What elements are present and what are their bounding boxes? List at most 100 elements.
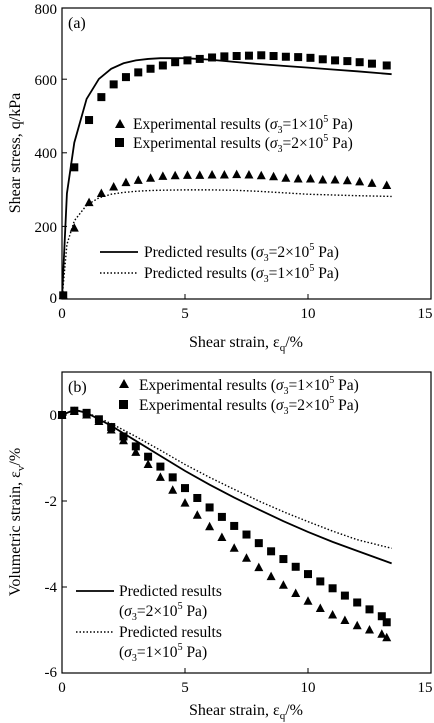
y-ticks-a: 0 200 400 600 800 xyxy=(35,2,67,307)
data-point-triangle xyxy=(340,615,350,625)
data-point-triangle xyxy=(146,173,156,182)
data-point-square xyxy=(97,93,106,102)
data-point-triangle xyxy=(278,580,288,589)
panel-label-b: (b) xyxy=(68,379,87,396)
data-point-triangle xyxy=(232,169,242,179)
data-point-triangle xyxy=(242,553,251,562)
plot-area-a xyxy=(61,7,432,300)
data-point-square xyxy=(267,547,276,556)
data-marks-a xyxy=(58,51,392,300)
data-point-triangle xyxy=(342,175,352,185)
data-point-triangle xyxy=(293,173,303,183)
data-point-square xyxy=(85,116,94,125)
x-axis-label-b: Shear strain, εq/% xyxy=(189,702,303,722)
data-point-square xyxy=(131,442,140,451)
legend-label: Predicted results xyxy=(119,583,222,600)
data-point-triangle xyxy=(281,173,291,182)
data-marks-b xyxy=(57,406,392,642)
data-point-square xyxy=(244,51,253,60)
data-point-square xyxy=(156,462,165,471)
y-tick-label: -4 xyxy=(45,580,58,596)
data-point-square xyxy=(107,423,116,432)
data-point-triangle xyxy=(155,472,165,481)
panel-label-a: (a) xyxy=(68,15,86,32)
data-point-square xyxy=(328,584,337,593)
data-point-square xyxy=(355,58,364,67)
legend-label: Experimental results (σ3=1×105 Pa) xyxy=(133,114,353,136)
legend-label: (σ3=2×105 Pa) xyxy=(119,601,207,623)
panel-a: (a) 0 200 400 600 800 0 5 10 15 Shear st… xyxy=(7,2,433,354)
x-tick-label: 15 xyxy=(418,306,433,322)
data-point-triangle xyxy=(180,498,190,507)
y-tick-label: -6 xyxy=(45,665,58,681)
data-point-square xyxy=(193,493,202,502)
x-ticks-b: 0 5 10 15 xyxy=(58,668,433,696)
data-point-triangle xyxy=(84,197,94,207)
data-point-square xyxy=(220,52,229,61)
data-point-triangle xyxy=(96,188,106,198)
y-tick-label: -2 xyxy=(45,494,58,510)
data-point-square xyxy=(316,577,325,586)
x-tick-label: 10 xyxy=(301,680,316,696)
data-point-square xyxy=(365,605,374,614)
data-point-triangle xyxy=(355,176,365,186)
data-point-square xyxy=(254,539,263,548)
data-point-triangle xyxy=(291,588,301,597)
data-point-square xyxy=(291,562,300,571)
data-point-triangle xyxy=(158,171,168,180)
legend-label: Experimental results (σ3=1×105 Pa) xyxy=(139,375,359,397)
data-point-square xyxy=(168,473,177,482)
data-point-square xyxy=(171,58,180,67)
data-point-triangle xyxy=(254,562,264,572)
data-point-square xyxy=(382,618,391,627)
legend-marker-square xyxy=(115,138,124,147)
y-tick-label: 400 xyxy=(35,146,58,162)
data-point-triangle xyxy=(377,629,387,638)
data-point-triangle xyxy=(303,596,313,605)
legend-label: Predicted results (σ3=1×105 Pa) xyxy=(144,263,339,285)
data-point-square xyxy=(59,291,68,300)
y-axis-label-b: Volumetric strain, εv/% xyxy=(7,448,27,596)
data-point-triangle xyxy=(219,169,229,179)
data-point-square xyxy=(70,163,79,172)
data-point-square xyxy=(294,53,303,62)
legend-label: Experimental results (σ3=2×105 Pa) xyxy=(133,133,353,155)
data-point-triangle xyxy=(330,175,340,184)
data-point-triangle xyxy=(109,181,119,191)
data-point-triangle xyxy=(382,180,392,190)
data-point-triangle xyxy=(182,170,192,179)
x-ticks-a: 0 5 10 15 xyxy=(58,294,433,322)
data-point-square xyxy=(121,73,130,82)
data-point-triangle xyxy=(269,171,279,181)
data-point-triangle xyxy=(131,447,141,456)
y-tick-label: 0 xyxy=(50,408,58,424)
series-line-solid xyxy=(61,408,392,565)
x-tick-label: 10 xyxy=(301,306,316,322)
data-point-triangle xyxy=(256,170,266,180)
x-tick-label: 5 xyxy=(181,306,189,322)
data-point-square xyxy=(353,598,362,607)
data-point-square xyxy=(119,432,128,441)
x-tick-label: 0 xyxy=(58,306,66,322)
data-point-square xyxy=(205,503,214,512)
data-point-triangle xyxy=(315,603,325,612)
data-point-triangle xyxy=(365,625,374,634)
data-point-square xyxy=(318,55,327,64)
data-point-square xyxy=(232,52,241,61)
data-point-triangle xyxy=(168,485,178,494)
data-point-triangle xyxy=(305,173,315,183)
legend-marker-square xyxy=(119,400,128,409)
data-point-triangle xyxy=(229,543,239,552)
series-line-dotted xyxy=(61,189,392,300)
data-point-square xyxy=(306,53,315,62)
data-point-square xyxy=(269,52,278,61)
data-point-triangle xyxy=(192,510,202,519)
y-axis-label-a: Shear stress, q/kPa xyxy=(7,93,24,213)
data-point-triangle xyxy=(328,609,338,619)
data-point-triangle xyxy=(217,532,227,542)
legend-label: Predicted results xyxy=(119,624,222,641)
data-point-triangle xyxy=(170,170,180,180)
y-tick-label: 0 xyxy=(50,291,58,307)
data-point-square xyxy=(109,80,118,89)
y-ticks-b: 0 -2 -4 -6 xyxy=(45,408,67,681)
